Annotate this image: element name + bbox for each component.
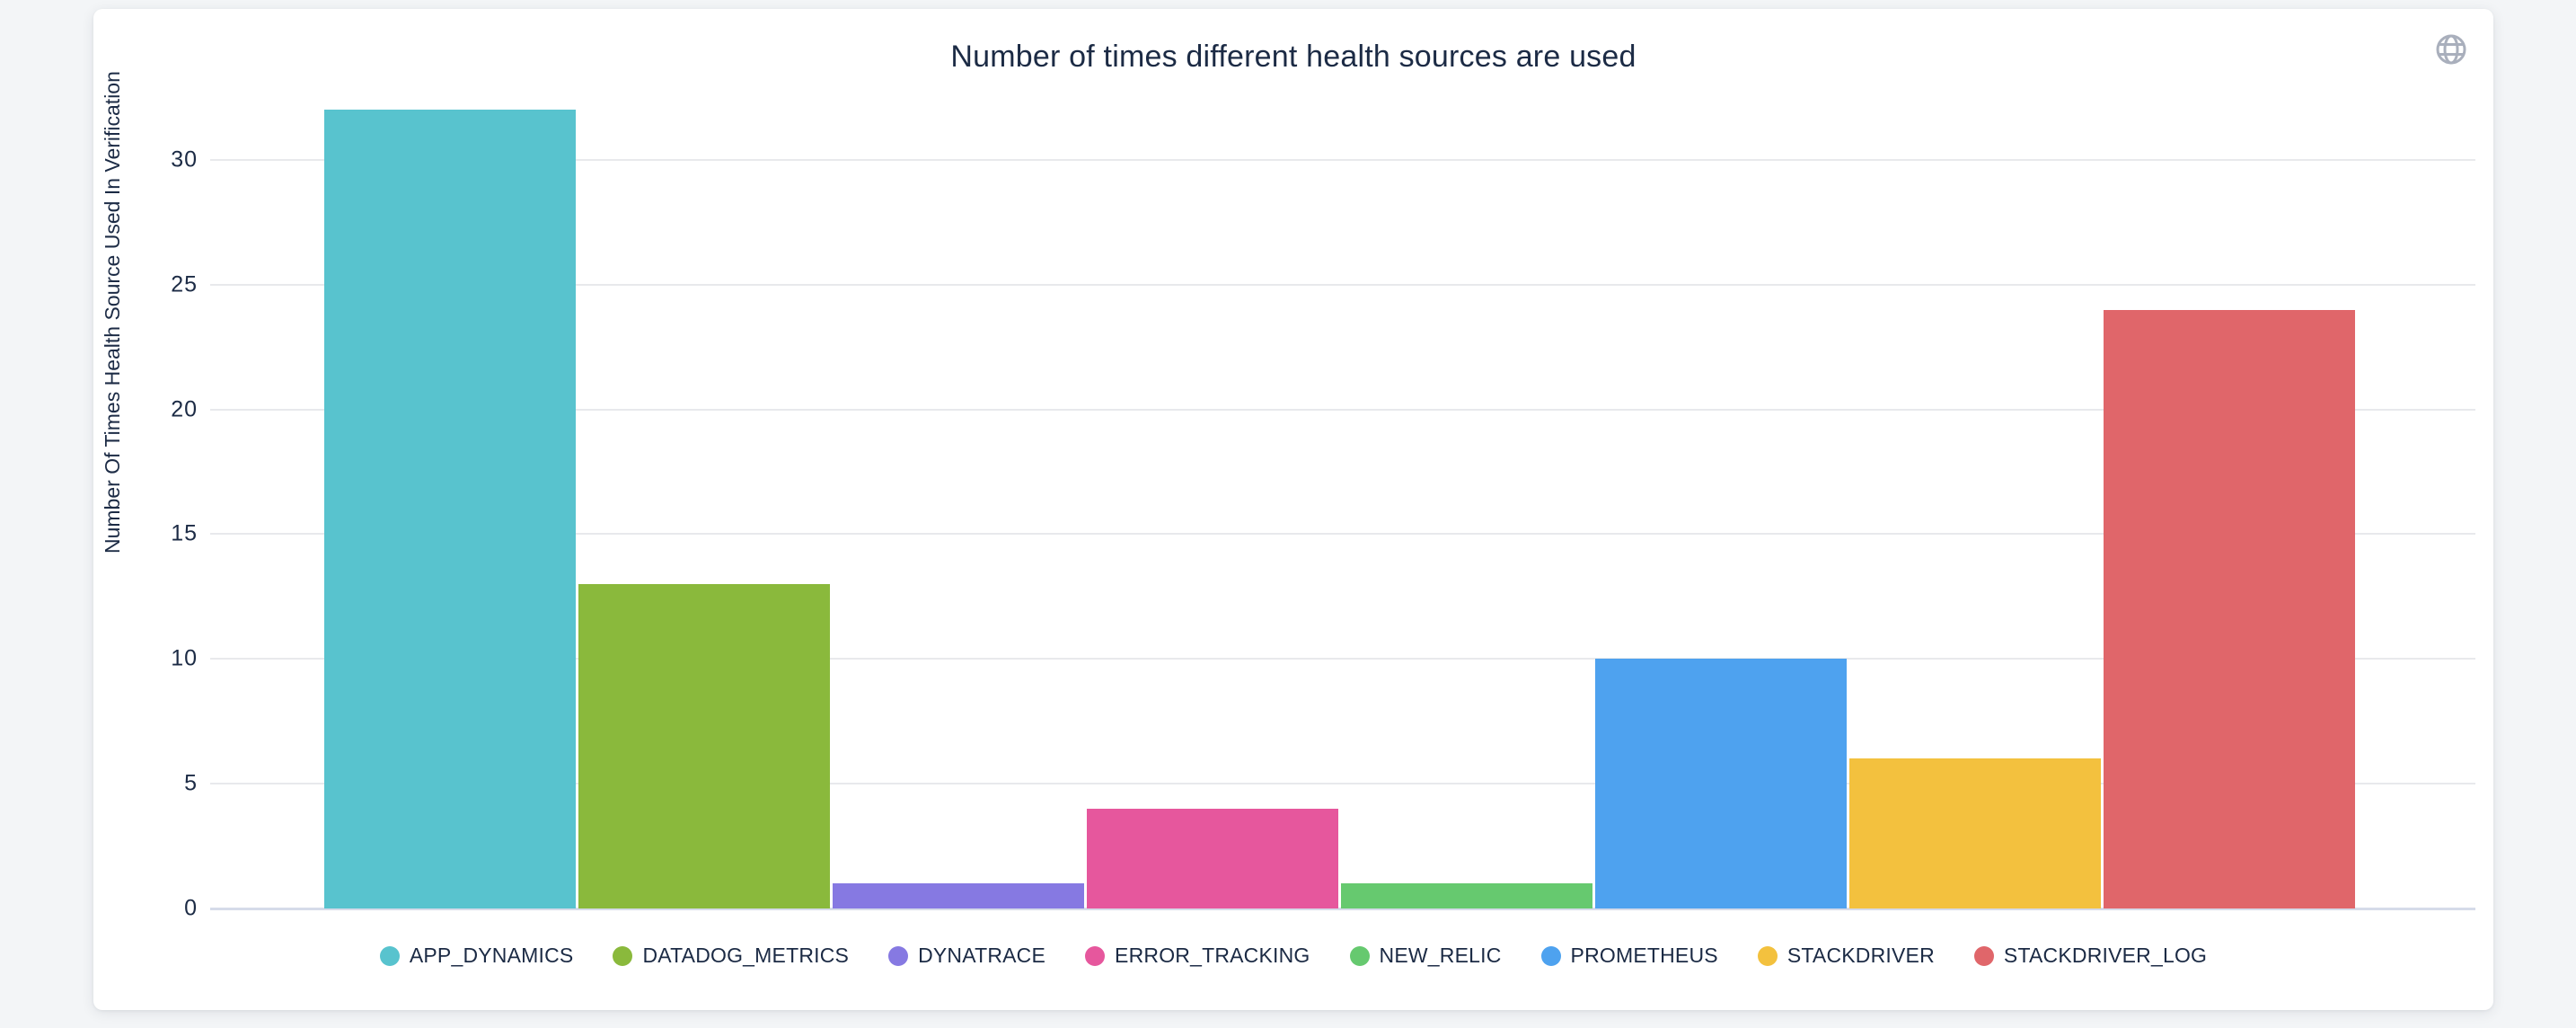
x-axis-line — [210, 908, 2475, 910]
legend-label: DATADOG_METRICS — [642, 944, 850, 967]
gridline-5 — [210, 783, 2475, 785]
legend-dot-icon — [1540, 945, 1561, 966]
legend-label: PROMETHEUS — [1570, 944, 1718, 967]
legend-label: STACKDRIVER_LOG — [2003, 944, 2208, 967]
y-tick-label-0: 0 — [184, 895, 198, 921]
y-tick-label-15: 15 — [171, 520, 198, 546]
legend-dot-icon — [888, 945, 909, 966]
bar-stackdriver_log[interactable] — [2103, 309, 2355, 908]
legend-label: STACKDRIVER — [1786, 944, 1935, 967]
y-tick-label-5: 5 — [184, 770, 198, 796]
legend-item-stackdriver_log[interactable]: STACKDRIVER_LOG — [1973, 944, 2208, 968]
legend-dot-icon — [1349, 945, 1370, 966]
y-tick-label-10: 10 — [171, 645, 198, 671]
bar-stackdriver[interactable] — [1848, 758, 2101, 908]
y-tick-label-30: 30 — [171, 146, 198, 173]
legend-dot-icon — [1085, 945, 1106, 966]
chart-title: Number of times different health sources… — [950, 40, 1636, 74]
legend-item-error_tracking[interactable]: ERROR_TRACKING — [1085, 944, 1310, 968]
legend-dot-icon — [613, 945, 633, 966]
bar-new_relic[interactable] — [1340, 883, 1592, 908]
y-tick-label-25: 25 — [171, 271, 198, 297]
legend-label: NEW_RELIC — [1379, 944, 1502, 967]
bar-error_tracking[interactable] — [1086, 808, 1338, 908]
legend-dot-icon — [1757, 945, 1778, 966]
legend-item-dynatrace[interactable]: DYNATRACE — [888, 944, 1045, 968]
y-tick-label-20: 20 — [171, 396, 198, 422]
legend: APP_DYNAMICS DATADOG_METRICS DYNATRACE ERRO… — [93, 944, 2493, 968]
legend-item-prometheus[interactable]: PROMETHEUS — [1540, 944, 1718, 968]
legend-dot-icon — [379, 945, 400, 966]
gridline-15 — [210, 533, 2475, 536]
legend-label: ERROR_TRACKING — [1115, 944, 1310, 967]
legend-dot-icon — [1973, 945, 1994, 966]
gridline-20 — [210, 408, 2475, 411]
legend-item-stackdriver[interactable]: STACKDRIVER — [1757, 944, 1935, 968]
y-axis-title: Number Of Times Health Source Used In Ve… — [101, 71, 124, 554]
legend-label: APP_DYNAMICS — [409, 944, 574, 967]
globe-icon[interactable] — [2434, 32, 2468, 66]
gridline-10 — [210, 658, 2475, 660]
bar-dynatrace[interactable] — [832, 883, 1084, 908]
legend-item-app_dynamics[interactable]: APP_DYNAMICS — [379, 944, 574, 968]
legend-label: DYNATRACE — [918, 944, 1046, 967]
bar-prometheus[interactable] — [1594, 659, 1847, 908]
gridline-25 — [210, 283, 2475, 286]
plot-area: 0 5 10 15 20 25 30 — [171, 9, 2475, 919]
gridline-30 — [210, 158, 2475, 161]
chart-card: Number of times different health sources… — [93, 9, 2493, 1010]
bar-app_dynamics[interactable] — [323, 110, 576, 908]
legend-item-datadog_metrics[interactable]: DATADOG_METRICS — [613, 944, 849, 968]
bar-datadog_metrics[interactable] — [578, 584, 830, 908]
legend-item-new_relic[interactable]: NEW_RELIC — [1349, 944, 1502, 968]
